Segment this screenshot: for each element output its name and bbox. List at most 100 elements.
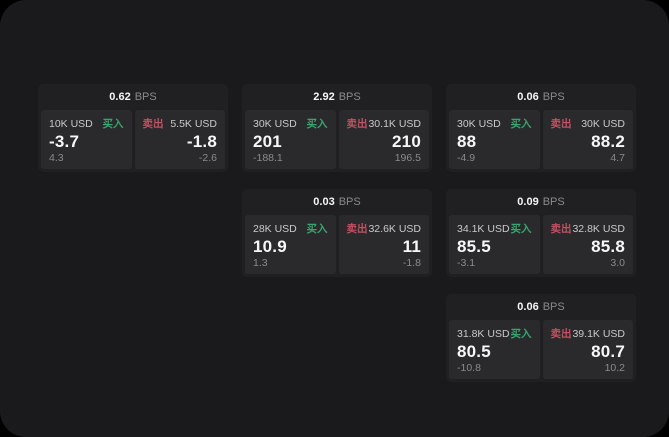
sell-price: -1.8	[186, 131, 217, 151]
sell-tile-top: 卖出 30.1K USD	[347, 116, 422, 131]
sell-tile-top: 卖出 39.1K USD	[551, 326, 626, 341]
bps-unit: BPS	[134, 91, 157, 103]
sell-tile-top: 卖出 32.8K USD	[551, 221, 626, 236]
buy-tile-top: 31.8K USD 买入	[457, 326, 532, 341]
buy-notional: 31.8K USD	[457, 327, 510, 340]
sell-price: 80.7	[591, 341, 625, 361]
buy-delta: 1.3	[253, 257, 268, 269]
bps-value: 0.06	[517, 91, 539, 103]
card-body: 30K USD 买入 201 -188.1 卖出 30.1K USD 210 1…	[245, 110, 429, 169]
buy-tag: 买入	[510, 223, 532, 235]
buy-tile[interactable]: 30K USD 买入 201 -188.1	[245, 110, 336, 169]
sell-tag: 卖出	[550, 223, 572, 235]
quote-card: 0.06 BPS 30K USD 买入 88 -4.9 卖出 30K USD 8…	[446, 84, 636, 172]
buy-tile-top: 28K USD 买入	[253, 221, 328, 236]
sell-tag: 卖出	[346, 223, 368, 235]
card-header: 0.06 BPS	[446, 294, 636, 318]
card-body: 30K USD 买入 88 -4.9 卖出 30K USD 88.2 4.7	[449, 110, 633, 169]
bps-value: 0.62	[109, 91, 131, 103]
sell-delta: 10.2	[604, 362, 625, 374]
sell-tile-top: 卖出 5.5K USD	[143, 116, 218, 131]
buy-price: 10.9	[253, 236, 287, 256]
bps-unit: BPS	[542, 301, 565, 313]
buy-tile-top: 30K USD 买入	[457, 116, 532, 131]
sell-price: 88.2	[591, 131, 625, 151]
buy-tag: 买入	[510, 328, 532, 340]
sell-tile-top: 卖出 30K USD	[551, 116, 626, 131]
sell-tile[interactable]: 卖出 5.5K USD -1.8 -2.6	[134, 110, 225, 169]
bps-value: 2.92	[313, 91, 335, 103]
buy-delta: -4.9	[457, 152, 476, 164]
sell-delta: 4.7	[610, 152, 625, 164]
sell-price: 210	[392, 131, 421, 151]
bps-value: 0.09	[517, 196, 539, 208]
buy-tile-top: 10K USD 买入	[49, 116, 124, 131]
buy-tile[interactable]: 28K USD 买入 10.9 1.3	[245, 215, 336, 274]
bps-unit: BPS	[338, 196, 361, 208]
buy-tile[interactable]: 31.8K USD 买入 80.5 -10.8	[449, 320, 540, 379]
card-header: 0.06 BPS	[446, 84, 636, 108]
buy-notional: 30K USD	[253, 117, 297, 130]
sell-delta: -2.6	[198, 152, 217, 164]
buy-price: -3.7	[49, 131, 80, 151]
buy-tile-top: 30K USD 买入	[253, 116, 328, 131]
bps-value: 0.03	[313, 196, 335, 208]
buy-notional: 28K USD	[253, 222, 297, 235]
sell-tile[interactable]: 卖出 39.1K USD 80.7 10.2	[542, 320, 633, 379]
card-body: 10K USD 买入 -3.7 4.3 卖出 5.5K USD -1.8 -2.…	[41, 110, 225, 169]
buy-tile[interactable]: 30K USD 买入 88 -4.9	[449, 110, 540, 169]
sell-notional: 39.1K USD	[572, 327, 625, 340]
card-header: 0.62 BPS	[38, 84, 228, 108]
card-header: 0.03 BPS	[242, 189, 432, 213]
sell-delta: -1.8	[402, 257, 421, 269]
sell-notional: 32.8K USD	[572, 222, 625, 235]
card-body: 34.1K USD 买入 85.5 -3.1 卖出 32.8K USD 85.8…	[449, 215, 633, 274]
buy-price: 85.5	[457, 236, 491, 256]
buy-tag: 买入	[306, 118, 328, 130]
buy-notional: 34.1K USD	[457, 222, 510, 235]
buy-delta: -10.8	[457, 362, 481, 374]
sell-tag: 卖出	[346, 118, 368, 130]
bps-value: 0.06	[517, 301, 539, 313]
buy-notional: 10K USD	[49, 117, 93, 130]
buy-notional: 30K USD	[457, 117, 501, 130]
bps-unit: BPS	[338, 91, 361, 103]
sell-tile[interactable]: 卖出 32.6K USD 11 -1.8	[338, 215, 429, 274]
buy-delta: -188.1	[253, 152, 283, 164]
sell-tile[interactable]: 卖出 30K USD 88.2 4.7	[542, 110, 633, 169]
card-header: 2.92 BPS	[242, 84, 432, 108]
buy-tile-top: 34.1K USD 买入	[457, 221, 532, 236]
bps-unit: BPS	[542, 91, 565, 103]
sell-delta: 3.0	[610, 257, 625, 269]
buy-tag: 买入	[306, 223, 328, 235]
quote-card: 0.03 BPS 28K USD 买入 10.9 1.3 卖出 32.6K US…	[242, 189, 432, 277]
card-body: 31.8K USD 买入 80.5 -10.8 卖出 39.1K USD 80.…	[449, 320, 633, 379]
buy-tag: 买入	[102, 118, 124, 130]
card-body: 28K USD 买入 10.9 1.3 卖出 32.6K USD 11 -1.8	[245, 215, 429, 274]
sell-tag: 卖出	[142, 118, 164, 130]
sell-price: 11	[402, 236, 421, 256]
buy-price: 88	[457, 131, 477, 151]
buy-tile[interactable]: 34.1K USD 买入 85.5 -3.1	[449, 215, 540, 274]
quote-card: 2.92 BPS 30K USD 买入 201 -188.1 卖出 30.1K …	[242, 84, 432, 172]
sell-notional: 30K USD	[581, 117, 625, 130]
sell-notional: 5.5K USD	[170, 117, 217, 130]
sell-delta: 196.5	[394, 152, 421, 164]
bps-unit: BPS	[542, 196, 565, 208]
buy-delta: -3.1	[457, 257, 476, 269]
sell-notional: 32.6K USD	[368, 222, 421, 235]
buy-price: 201	[253, 131, 282, 151]
quote-card-grid: 0.62 BPS 10K USD 买入 -3.7 4.3 卖出 5.5K USD…	[38, 84, 636, 382]
buy-tile[interactable]: 10K USD 买入 -3.7 4.3	[41, 110, 132, 169]
sell-tile[interactable]: 卖出 30.1K USD 210 196.5	[338, 110, 429, 169]
buy-price: 80.5	[457, 341, 491, 361]
sell-tile-top: 卖出 32.6K USD	[347, 221, 422, 236]
sell-tag: 卖出	[550, 118, 572, 130]
buy-tag: 买入	[510, 118, 532, 130]
sell-tag: 卖出	[550, 328, 572, 340]
sell-price: 85.8	[591, 236, 625, 256]
quote-card: 0.06 BPS 31.8K USD 买入 80.5 -10.8 卖出 39.1…	[446, 294, 636, 382]
sell-notional: 30.1K USD	[368, 117, 421, 130]
sell-tile[interactable]: 卖出 32.8K USD 85.8 3.0	[542, 215, 633, 274]
